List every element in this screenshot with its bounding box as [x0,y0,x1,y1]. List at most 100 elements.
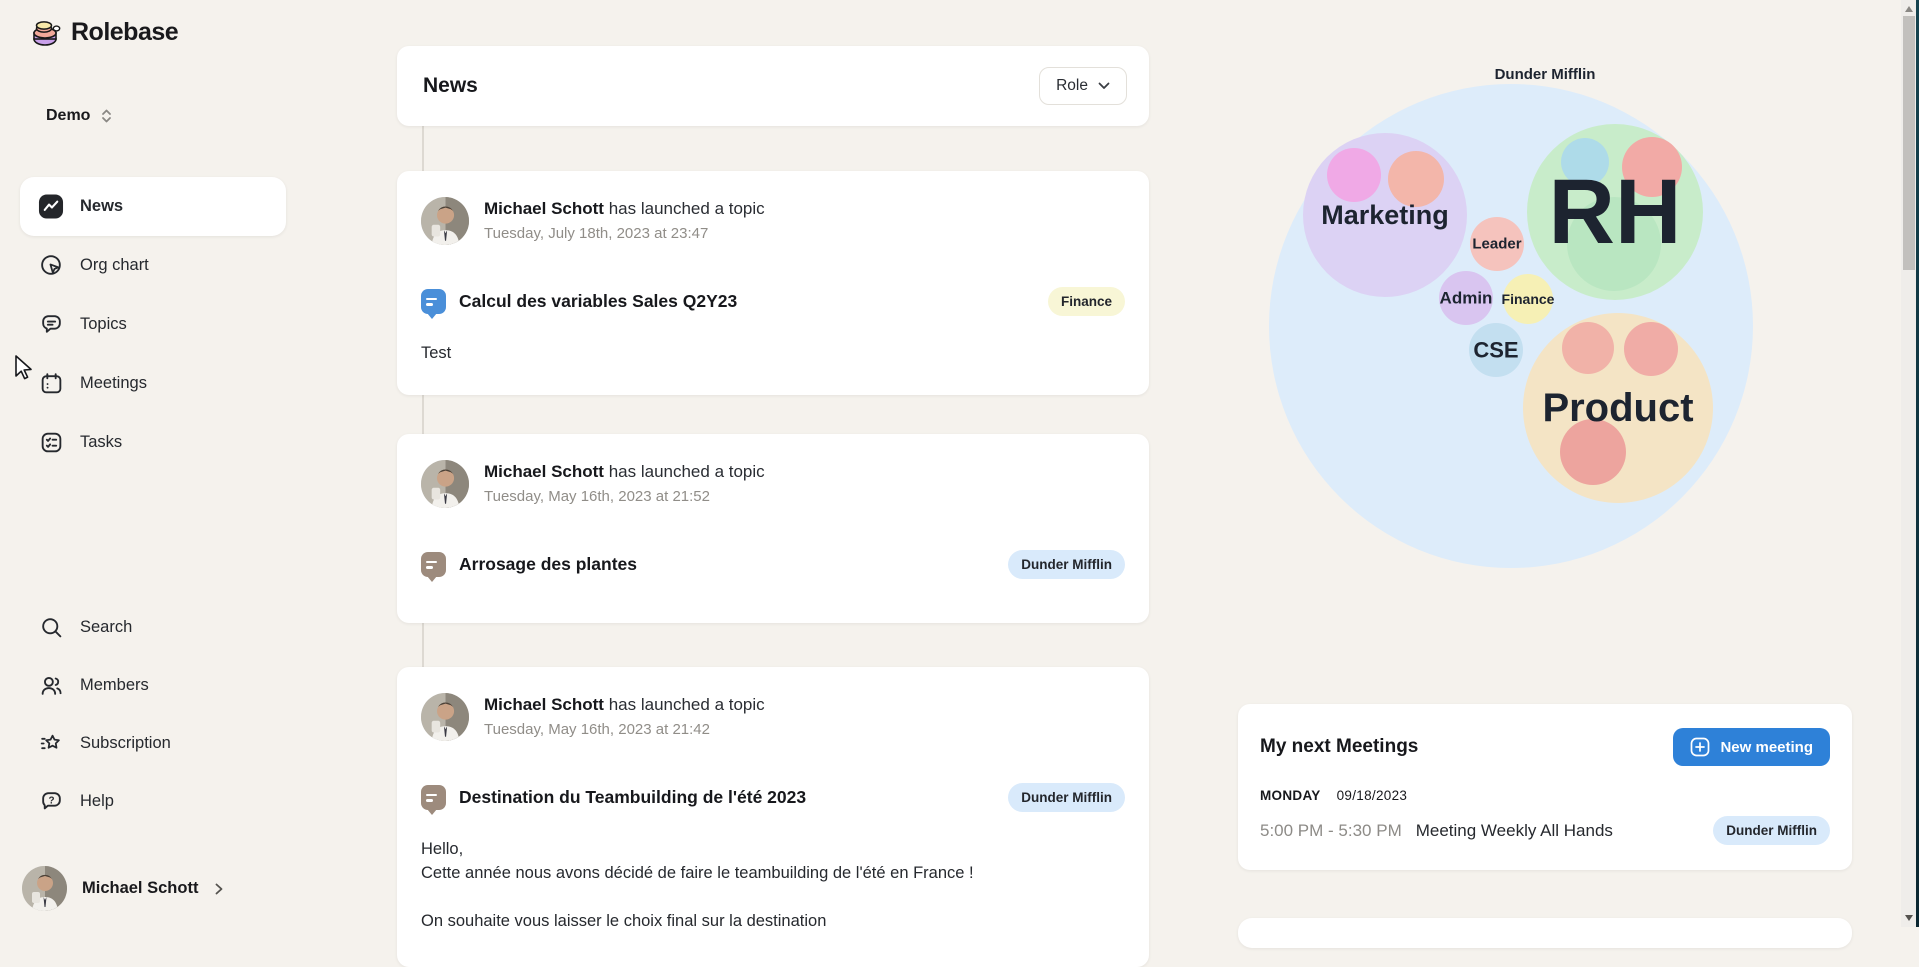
topic-row: Arrosage des plantes Dunder Mifflin [421,550,1125,582]
org-circle-finance[interactable] [1503,274,1553,324]
org-circle-admin[interactable] [1439,271,1493,325]
svg-text:?: ? [48,795,54,806]
timeline-connector [422,623,424,667]
news-item-timestamp: Tuesday, July 18th, 2023 at 23:47 [484,225,709,242]
brand[interactable]: Rolebase [30,16,179,48]
org-chart-root-label: Dunder Mifflin [1494,66,1596,83]
news-item-timestamp: Tuesday, May 16th, 2023 at 21:42 [484,721,710,738]
sidebar-item-label: Org chart [80,256,149,274]
scrollbar-thumb[interactable] [1902,16,1915,270]
meetings-panel-title: My next Meetings [1260,736,1419,757]
rolebase-logo-icon [30,16,62,48]
sidebar: Rolebase Demo News [0,0,320,927]
sidebar-item-label: Tasks [80,433,123,451]
org-circle-marketing-sub-1[interactable] [1327,148,1381,202]
news-item-card[interactable]: Michael Schott has launched a topic Tues… [397,171,1149,395]
news-item-action: Michael Schott has launched a topic [484,695,765,714]
meeting-time: 5:00 PM - 5:30 PM [1260,820,1402,840]
role-filter-label: Role [1056,77,1088,94]
sidebar-item-label: Topics [80,315,127,333]
new-meeting-button[interactable]: New meeting [1673,728,1830,766]
sidebar-item-search[interactable]: Search [20,598,286,656]
sidebar-item-help[interactable]: ? Help [20,772,286,830]
circle-badge[interactable]: Dunder Mifflin [1008,783,1125,812]
sidebar-item-news[interactable]: News [20,177,286,236]
author-name: Michael Schott [484,462,604,481]
timeline-connector [422,126,424,171]
next-meetings-card: My next Meetings New meeting MONDAY 09/1… [1238,704,1852,870]
topics-icon [38,312,64,338]
news-item-header: Michael Schott has launched a topic Tues… [421,693,1125,741]
news-item-card[interactable]: Michael Schott has launched a topic Tues… [397,667,1149,967]
chevron-right-icon [213,882,225,896]
new-meeting-label: New meeting [1720,738,1813,756]
meeting-entry[interactable]: 5:00 PM - 5:30 PM Meeting Weekly All Han… [1260,816,1830,845]
meeting-title: Meeting Weekly All Hands [1415,820,1613,840]
members-icon [38,672,64,698]
topic-title[interactable]: Calcul des variables Sales Q2Y23 [459,291,738,311]
sidebar-item-meetings[interactable]: Meetings [20,354,286,413]
sidebar-item-label: News [80,197,124,215]
news-item-action: Michael Schott has launched a topic [484,199,765,218]
next-panel-clipped [1238,918,1852,948]
org-circle-cse[interactable] [1469,323,1523,377]
org-circle-label-cse: CSE [1473,338,1518,363]
help-icon: ? [38,788,64,814]
org-chart-svg: Marketing RH Leader Admin Finance CSE Product [1269,84,1753,568]
org-chart-icon [38,253,64,279]
circle-badge[interactable]: Dunder Mifflin [1713,816,1830,845]
author-name: Michael Schott [484,695,604,714]
org-circle-leader[interactable] [1470,217,1524,271]
timeline-connector [422,395,424,434]
workspace-switcher[interactable]: Demo [46,107,113,125]
org-circle-rh-sub-2[interactable] [1622,137,1682,197]
topic-body: Test [421,344,452,362]
news-header-card: News Role [397,46,1149,126]
plus-square-icon [1691,737,1710,757]
sort-chevrons-icon [100,108,113,124]
sidebar-item-topics[interactable]: Topics [20,295,286,354]
news-item-header: Michael Schott has launched a topic Tues… [421,197,1125,245]
org-circle-label-rh: RH [1549,161,1682,263]
sidebar-item-tasks[interactable]: Tasks [20,413,286,472]
sidebar-item-label: Search [80,617,133,636]
sidebar-item-org-chart[interactable]: Org chart [20,236,286,295]
topic-bubble-icon [421,785,446,815]
org-circle-label-marketing: Marketing [1321,200,1449,230]
circle-badge[interactable]: Finance [1047,287,1125,316]
sidebar-item-label: Meetings [80,374,147,392]
news-item-action: Michael Schott has launched a topic [484,462,765,481]
org-circle-rh-sub-3[interactable] [1567,197,1661,291]
topic-title[interactable]: Destination du Teambuilding de l'été 202… [459,787,807,807]
org-circle-product-sub-3[interactable] [1560,419,1626,485]
meeting-date: 09/18/2023 [1336,788,1408,803]
org-circle-label-product: Product [1542,386,1693,430]
topic-row: Destination du Teambuilding de l'été 202… [421,783,1125,815]
user-name: Michael Schott [82,879,199,897]
news-icon [38,194,64,220]
topic-bubble-icon [421,552,446,582]
scrollbar-up-arrow[interactable] [1904,6,1913,12]
brand-name: Rolebase [71,17,179,46]
org-circle-rh-sub-1[interactable] [1561,138,1609,186]
sidebar-item-members[interactable]: Members [20,656,286,714]
sidebar-item-subscription[interactable]: Subscription [20,714,286,772]
topic-row: Calcul des variables Sales Q2Y23 Finance [421,287,1125,319]
tasks-icon [38,430,64,456]
news-item-header: Michael Schott has launched a topic Tues… [421,460,1125,508]
org-circle-product-sub-1[interactable] [1562,322,1614,374]
org-circle-marketing-sub-2[interactable] [1388,151,1444,207]
user-menu[interactable]: Michael Schott [22,866,225,911]
secondary-nav: Search Members Subscription [20,598,286,830]
news-item-card[interactable]: Michael Schott has launched a topic Tues… [397,434,1149,623]
topic-title[interactable]: Arrosage des plantes [459,554,637,574]
role-filter-button[interactable]: Role [1039,67,1127,105]
search-icon [38,614,64,640]
org-circle-product-sub-2[interactable] [1624,322,1678,376]
scrollbar-track[interactable] [1901,0,1916,927]
chevron-down-icon [1098,82,1110,89]
sidebar-item-label: Subscription [80,733,171,752]
scrollbar-down-arrow[interactable] [1904,915,1913,921]
circle-badge[interactable]: Dunder Mifflin [1008,550,1125,579]
